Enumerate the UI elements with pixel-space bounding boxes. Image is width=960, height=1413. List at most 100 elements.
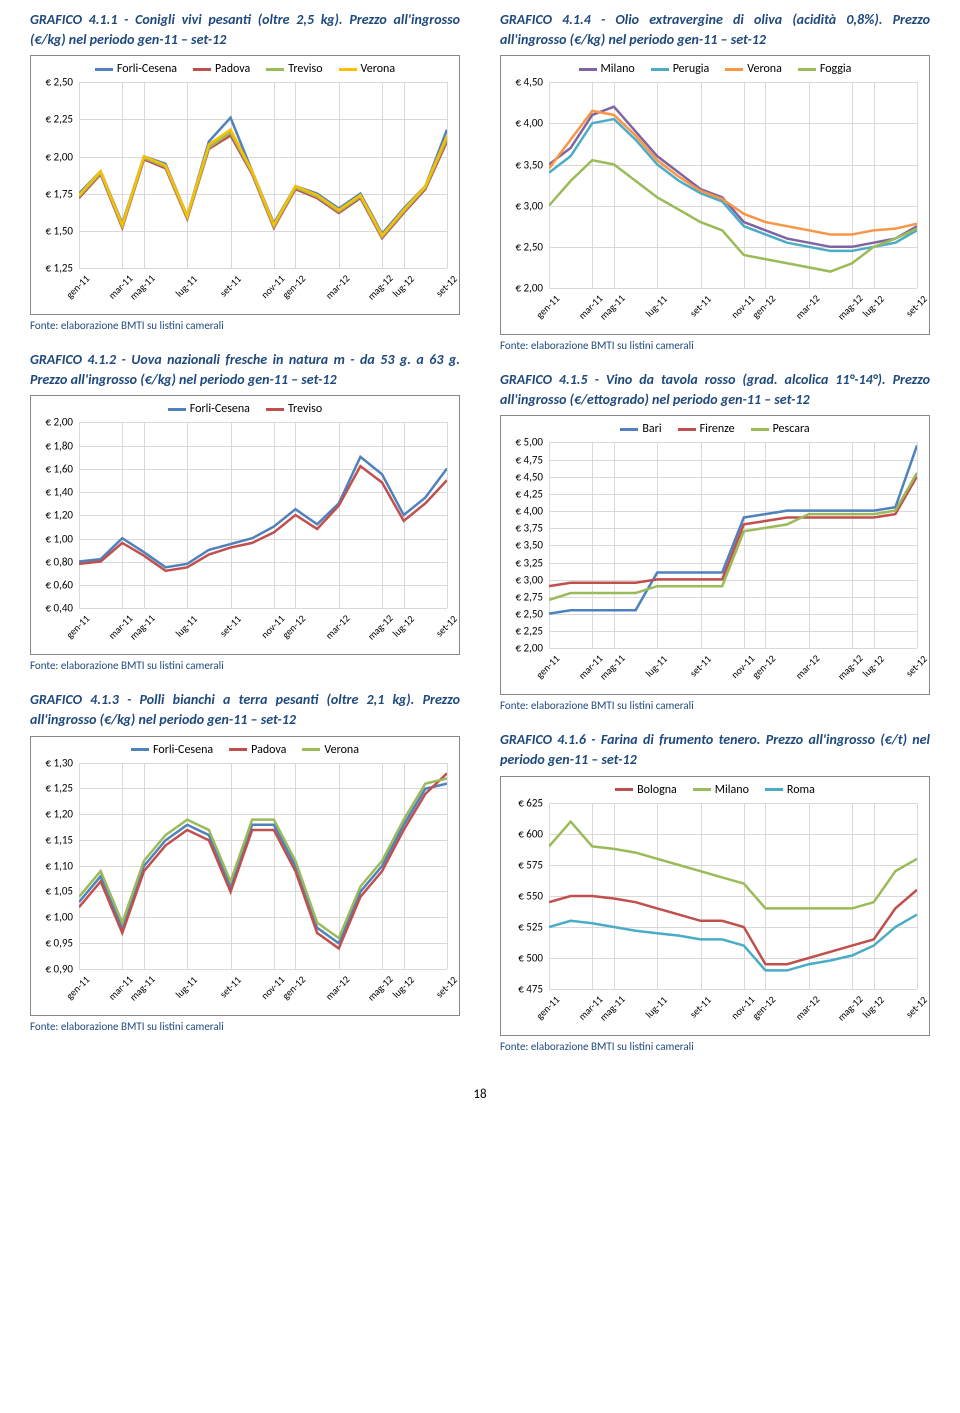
y-axis-label: € 1,75: [45, 187, 73, 200]
x-axis-label: gen-12: [750, 652, 779, 681]
legend-item: Roma: [765, 783, 815, 797]
y-axis-label: € 1,00: [45, 532, 73, 545]
x-axis-label: gen-11: [533, 993, 562, 1022]
legend-label: Perugia: [673, 62, 710, 76]
y-axis-label: € 3,50: [515, 539, 543, 552]
y-axis-label: € 2,25: [515, 625, 543, 638]
chart-lines: [79, 763, 447, 969]
chart-title-c4: GRAFICO 4.1.4 - Olio extravergine di oli…: [500, 10, 930, 49]
chart-lines: [79, 422, 447, 608]
section-c5: GRAFICO 4.1.5 - Vino da tavola rosso (gr…: [500, 370, 930, 722]
series-line: [549, 160, 917, 271]
legend-item: Padova: [193, 62, 250, 76]
y-axis-label: € 1,20: [45, 808, 73, 821]
x-axis-label: gen-12: [280, 973, 309, 1002]
chart-legend: Forli-CesenaPadovaVerona: [35, 741, 455, 761]
legend-swatch: [579, 68, 597, 71]
legend-item: Verona: [339, 62, 396, 76]
y-axis-label: € 575: [518, 858, 543, 871]
legend-swatch: [751, 428, 769, 431]
chart-source-c5: Fonte: elaborazione BMTI su listini came…: [500, 699, 930, 712]
legend-item: Firenze: [678, 422, 735, 436]
x-axis-label: mar-12: [322, 272, 352, 302]
x-axis-label: set-11: [686, 653, 713, 680]
chart-title-c3: GRAFICO 4.1.3 - Polli bianchi a terra pe…: [30, 690, 460, 729]
x-axis-label: gen-11: [533, 292, 562, 321]
legend-label: Forli-Cesena: [190, 402, 250, 416]
left-column: GRAFICO 4.1.1 - Conigli vivi pesanti (ol…: [30, 10, 460, 1071]
legend-item: Bari: [620, 422, 661, 436]
y-axis-label: € 4,00: [515, 117, 543, 130]
x-axis-label: lug-11: [643, 993, 670, 1020]
legend-swatch: [339, 68, 357, 71]
y-axis-label: € 2,00: [45, 416, 73, 429]
legend-swatch: [725, 68, 743, 71]
y-axis-label: € 1,50: [45, 224, 73, 237]
y-axis-label: € 2,00: [515, 642, 543, 655]
series-line: [79, 783, 447, 943]
y-axis-label: € 2,50: [515, 608, 543, 621]
y-axis-label: € 1,80: [45, 439, 73, 452]
x-axis-label: mar-12: [792, 652, 822, 682]
series-line: [549, 473, 917, 600]
legend-swatch: [302, 748, 320, 751]
x-axis-label: mar-12: [792, 992, 822, 1022]
x-axis-label: lug-12: [859, 993, 886, 1020]
legend-label: Bologna: [637, 783, 677, 797]
x-axis-label: set-12: [903, 653, 930, 680]
y-axis-label: € 2,25: [45, 113, 73, 126]
y-axis-label: € 1,60: [45, 462, 73, 475]
y-axis-label: € 4,50: [515, 470, 543, 483]
y-axis-label: € 5,00: [515, 436, 543, 449]
x-axis-label: set-12: [903, 993, 930, 1020]
legend-label: Padova: [215, 62, 250, 76]
legend-label: Foggia: [820, 62, 852, 76]
section-c6: GRAFICO 4.1.6 - Farina di frumento tener…: [500, 730, 930, 1062]
y-axis-label: € 0,95: [45, 936, 73, 949]
series-line: [79, 778, 447, 938]
legend-label: Forli-Cesena: [153, 743, 213, 757]
series-line: [549, 111, 917, 235]
y-axis-label: € 3,75: [515, 522, 543, 535]
x-axis-label: mag-11: [597, 992, 628, 1023]
legend-swatch: [615, 788, 633, 791]
chart-c2: Forli-CesenaTreviso€ 0,40€ 0,60€ 0,80€ 1…: [30, 395, 460, 655]
y-axis-label: € 625: [518, 796, 543, 809]
right-column: GRAFICO 4.1.4 - Olio extravergine di oli…: [500, 10, 930, 1071]
chart-legend: Forli-CesenaPadovaTrevisoVerona: [35, 60, 455, 80]
chart-c5: BariFirenzePescara€ 2,00€ 2,25€ 2,50€ 2,…: [500, 415, 930, 695]
chart-c3: Forli-CesenaPadovaVerona€ 0,90€ 0,95€ 1,…: [30, 736, 460, 1016]
chart-legend: Forli-CesenaTreviso: [35, 400, 455, 420]
section-c2: GRAFICO 4.1.2 - Uova nazionali fresche i…: [30, 350, 460, 682]
x-axis-label: lug-12: [389, 973, 416, 1000]
legend-item: Forli-Cesena: [131, 743, 213, 757]
legend-label: Milano: [715, 783, 749, 797]
y-axis-label: € 4,25: [515, 487, 543, 500]
legend-item: Milano: [579, 62, 635, 76]
y-axis-label: € 3,25: [515, 556, 543, 569]
x-axis-label: mar-12: [322, 972, 352, 1002]
series-line: [549, 821, 917, 908]
y-axis-label: € 2,00: [45, 150, 73, 163]
page-grid: GRAFICO 4.1.1 - Conigli vivi pesanti (ol…: [30, 10, 930, 1071]
legend-label: Verona: [361, 62, 396, 76]
legend-swatch: [266, 408, 284, 411]
legend-label: Pescara: [773, 422, 810, 436]
legend-item: Pescara: [751, 422, 810, 436]
y-axis-label: € 600: [518, 827, 543, 840]
legend-swatch: [765, 788, 783, 791]
x-axis-label: mag-11: [127, 972, 158, 1003]
x-axis-label: gen-11: [63, 973, 92, 1002]
legend-label: Treviso: [288, 62, 322, 76]
legend-swatch: [168, 408, 186, 411]
chart-legend: Bari Firenze Pescara: [505, 420, 925, 440]
x-axis-label: set-11: [216, 613, 243, 640]
chart-source-c4: Fonte: elaborazione BMTI su listini came…: [500, 339, 930, 352]
chart-title-c6: GRAFICO 4.1.6 - Farina di frumento tener…: [500, 730, 930, 769]
chart-source-c2: Fonte: elaborazione BMTI su listini came…: [30, 659, 460, 672]
chart-c1: Forli-CesenaPadovaTrevisoVerona€ 1,25€ 1…: [30, 55, 460, 315]
x-axis-label: set-12: [433, 973, 460, 1000]
x-axis-label: gen-12: [750, 993, 779, 1022]
legend-item: Bologna: [615, 783, 677, 797]
x-axis-label: lug-12: [859, 653, 886, 680]
